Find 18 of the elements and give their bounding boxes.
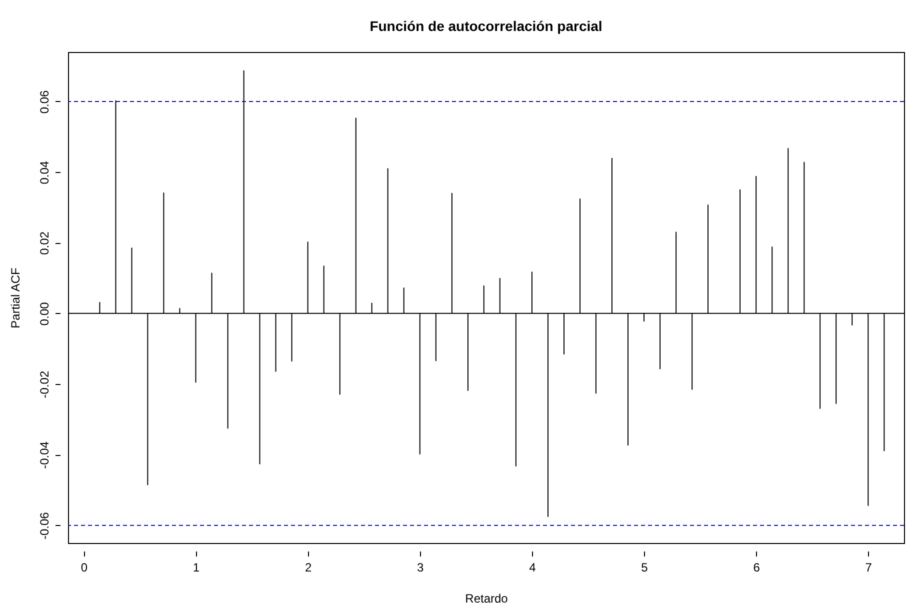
x-tick-label: 4 bbox=[529, 560, 536, 574]
y-tick-label: 0.02 bbox=[38, 231, 52, 255]
x-tick-label: 6 bbox=[753, 560, 760, 574]
chart-title: Función de autocorrelación parcial bbox=[370, 18, 602, 34]
y-tick-label: -0.02 bbox=[38, 370, 52, 398]
y-tick-label: 0.06 bbox=[38, 90, 52, 114]
x-tick-label: 7 bbox=[865, 560, 872, 574]
x-tick-label: 1 bbox=[192, 560, 200, 574]
x-tick-label: 5 bbox=[641, 560, 648, 574]
x-axis-title: Retardo bbox=[465, 592, 508, 603]
y-tick-label: 0.00 bbox=[38, 302, 52, 326]
y-axis-title: Partial ACF bbox=[8, 268, 22, 328]
x-tick-label: 2 bbox=[304, 560, 312, 574]
y-tick-label: -0.06 bbox=[38, 512, 52, 540]
x-tick-label: 0 bbox=[80, 560, 88, 574]
x-tick-label: 3 bbox=[417, 560, 424, 574]
y-tick-label: 0.04 bbox=[38, 160, 52, 184]
y-tick-label: -0.04 bbox=[38, 441, 52, 469]
